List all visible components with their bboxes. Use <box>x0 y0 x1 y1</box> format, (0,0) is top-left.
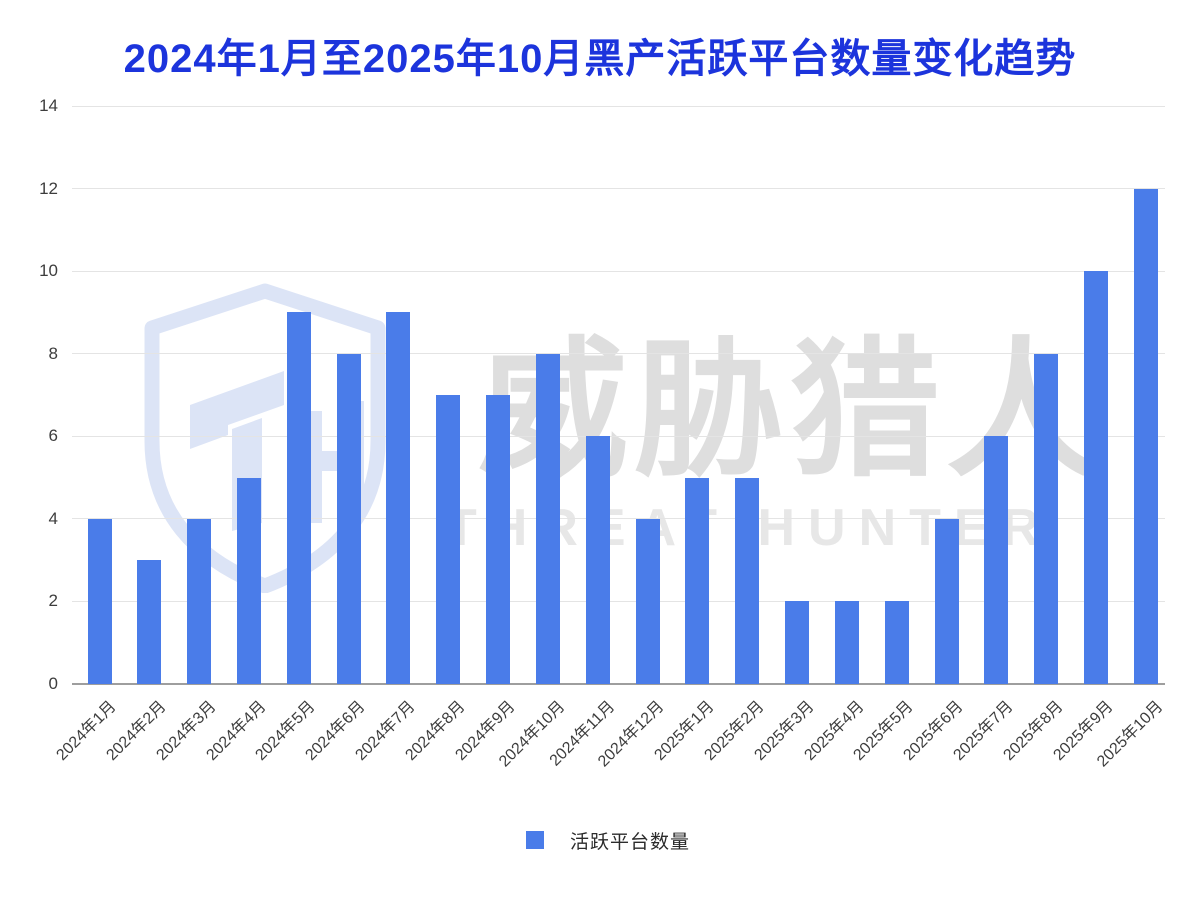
bar-2025年10月 <box>1133 188 1158 684</box>
bar-2025年3月 <box>785 601 810 684</box>
gridline-6 <box>72 435 1165 437</box>
bar-2024年8月 <box>436 395 461 684</box>
bar-2025年4月 <box>834 601 859 684</box>
legend-label: 活跃平台数量 <box>569 831 690 853</box>
legend: 活跃平台数量 <box>8 827 1200 853</box>
legend-swatch <box>525 831 544 849</box>
bar-2025年2月 <box>735 477 760 684</box>
bar-2024年9月 <box>486 395 511 684</box>
y-tick-label: 6 <box>48 426 58 446</box>
bar-2025年6月 <box>934 518 959 684</box>
y-tick-label: 2 <box>48 591 58 611</box>
bar-2024年10月 <box>535 353 560 684</box>
gridline-10 <box>72 270 1165 272</box>
y-tick-label: 0 <box>48 674 58 693</box>
bar-2024年2月 <box>137 560 162 684</box>
gridline-12 <box>72 188 1165 190</box>
threat-hunter-shield-logo <box>144 283 386 593</box>
bar-2024年4月 <box>236 477 261 684</box>
bar-2024年12月 <box>635 518 660 684</box>
y-tick-label: 10 <box>39 261 58 281</box>
bar-2025年9月 <box>1084 271 1109 684</box>
gridline-0 <box>72 683 1165 685</box>
gridline-4 <box>72 518 1165 520</box>
bar-2024年3月 <box>187 518 212 684</box>
y-tick-label: 8 <box>48 343 58 363</box>
bar-2025年5月 <box>884 601 909 684</box>
y-tick-label: 4 <box>48 508 58 528</box>
bar-2024年7月 <box>386 312 411 684</box>
bar-2025年7月 <box>984 436 1009 684</box>
gridline-2 <box>72 600 1165 602</box>
bar-2024年6月 <box>336 353 361 684</box>
bar-2024年11月 <box>585 436 610 684</box>
bar-2025年1月 <box>685 477 710 684</box>
bar-2024年1月 <box>87 518 112 684</box>
chart-title: 2024年1月至2025年10月黑产活跃平台数量变化趋势 <box>123 37 1077 81</box>
y-tick-label: 12 <box>39 178 58 198</box>
gridline-8 <box>72 353 1165 355</box>
y-tick-label: 14 <box>39 96 58 115</box>
bar-2025年8月 <box>1034 353 1059 684</box>
bar-2024年5月 <box>286 312 311 684</box>
gridline-14 <box>72 105 1165 107</box>
